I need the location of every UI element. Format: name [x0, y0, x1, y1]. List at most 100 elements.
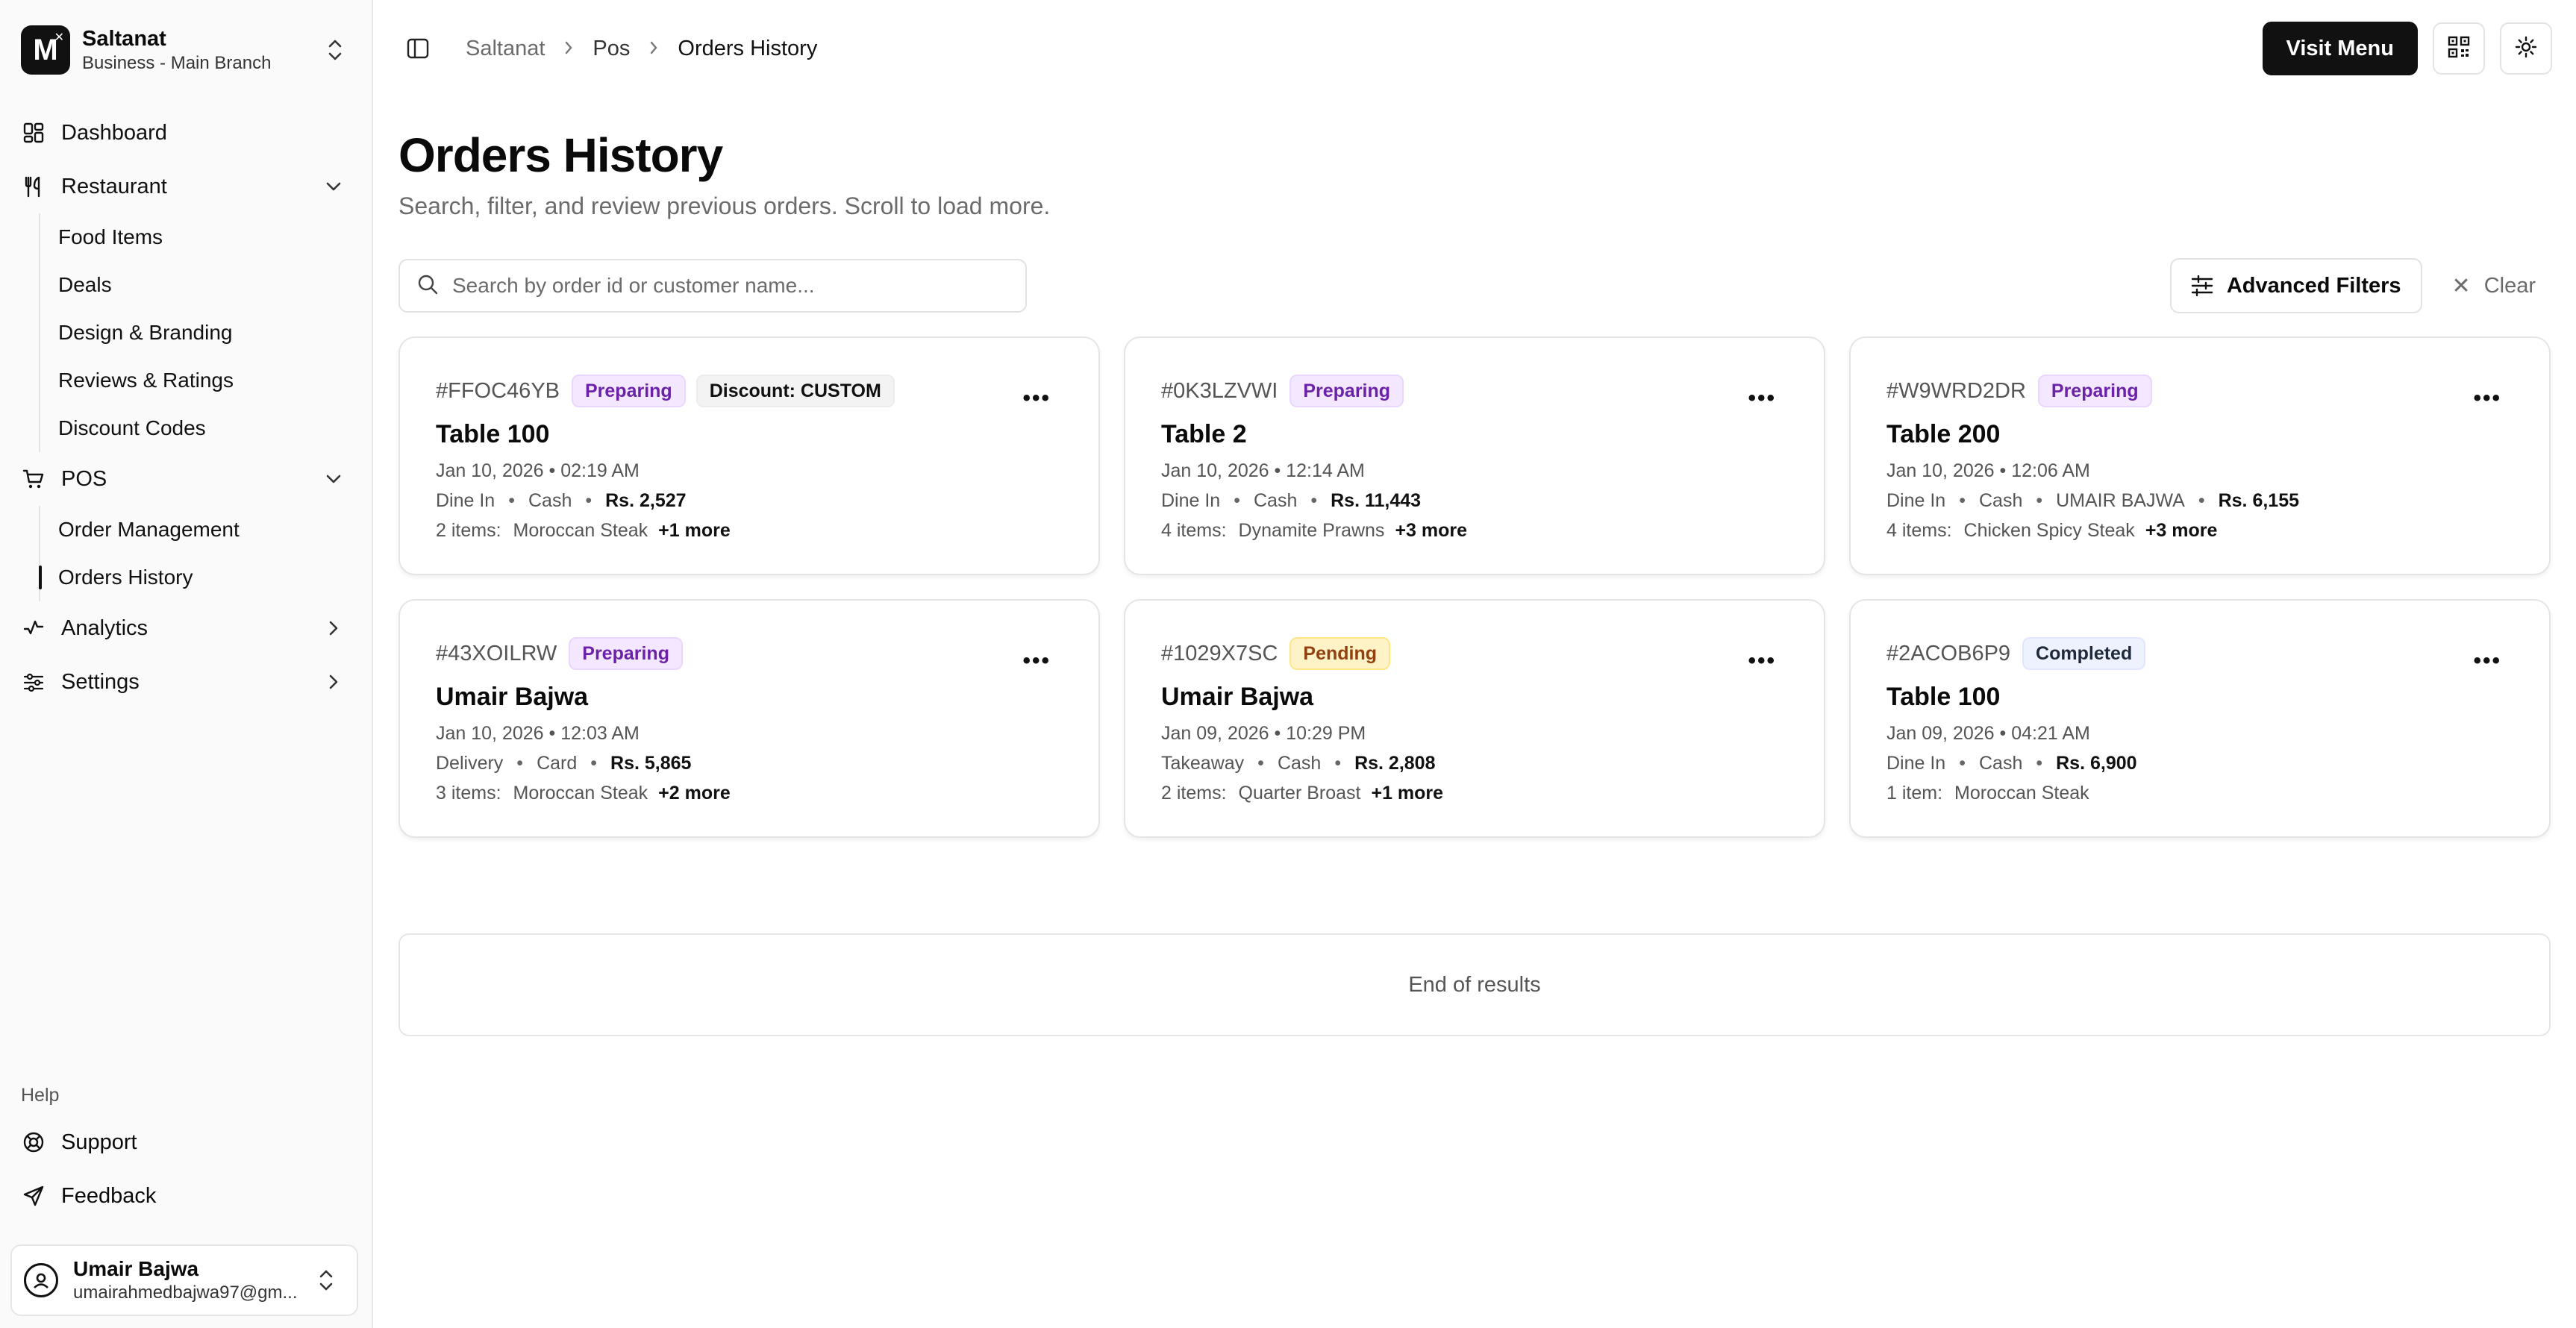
items-count: 4 items:	[1161, 520, 1227, 541]
order-type: Dine In	[1886, 490, 1946, 511]
lifebuoy-icon	[21, 1130, 46, 1155]
user-name: Umair Bajwa	[73, 1257, 199, 1280]
more-options-icon[interactable]: •••	[2473, 648, 2501, 673]
filter-sliders-icon	[2191, 275, 2213, 296]
sidebar-item-restaurant[interactable]: Restaurant	[18, 160, 354, 213]
status-badge: Preparing	[1289, 375, 1404, 407]
chevron-right-icon	[564, 37, 573, 60]
sidebar-item-support[interactable]: Support	[21, 1130, 137, 1155]
order-date: Jan 10, 2026 • 12:14 AM	[1161, 460, 1365, 481]
sidebar-item-analytics[interactable]: Analytics	[18, 601, 354, 655]
end-of-results: End of results	[398, 933, 2551, 1036]
clear-label: Clear	[2483, 273, 2536, 298]
cart-icon	[21, 466, 46, 492]
order-date: Jan 10, 2026 • 12:03 AM	[436, 723, 640, 744]
chevrons-up-down-icon	[324, 37, 346, 63]
pos-submenu: Order Management Orders History	[39, 506, 354, 601]
sidebar-item-orders-history[interactable]: Orders History	[39, 554, 354, 601]
chevron-right-icon	[649, 37, 658, 60]
advanced-filters-label: Advanced Filters	[2226, 273, 2401, 298]
order-amount: Rs. 2,527	[605, 490, 687, 511]
sidebar-item-discount-codes[interactable]: Discount Codes	[58, 416, 206, 439]
sidebar-item-label: Analytics	[61, 616, 149, 640]
more-options-icon[interactable]: •••	[1748, 386, 1776, 410]
topbar: Saltanat Pos Orders History Visit Menu	[373, 0, 2576, 97]
order-amount: Rs. 6,155	[2218, 490, 2300, 511]
items-count: 2 items:	[436, 520, 501, 541]
order-type: Takeaway	[1161, 753, 1245, 774]
sidebar-item-reviews-ratings[interactable]: Reviews & Ratings	[58, 369, 234, 392]
more-options-icon[interactable]: •••	[2473, 386, 2501, 410]
order-amount: Rs. 5,865	[610, 753, 692, 774]
sidebar-toggle-icon[interactable]	[400, 31, 436, 66]
order-title: Table 200	[1886, 420, 2001, 448]
status-badge: Preparing	[569, 637, 683, 670]
more-options-icon[interactable]: •••	[1022, 386, 1051, 410]
dashboard-icon	[21, 120, 46, 145]
user-email: umairahmedbajwa97@gm...	[73, 1282, 298, 1303]
order-amount: Rs. 11,443	[1331, 490, 1422, 511]
order-id: #W9WRD2DR	[1886, 378, 2026, 403]
sun-icon	[2515, 36, 2537, 62]
brand-switcher[interactable]: M ✕ Saltanat Business - Main Branch	[18, 22, 354, 78]
breadcrumb-pos[interactable]: Pos	[593, 36, 631, 60]
order-payment: Cash	[528, 490, 572, 511]
sidebar: M ✕ Saltanat Business - Main Branch Dashb…	[0, 0, 373, 1328]
restaurant-submenu: Food Items Deals Design & Branding Revie…	[39, 213, 354, 452]
order-items: 2 items: Moroccan Steak +1 more	[436, 519, 1063, 542]
sidebar-item-label: Settings	[61, 669, 140, 694]
order-id: #1029X7SC	[1161, 641, 1278, 665]
chevron-down-icon	[322, 468, 345, 490]
more-options-icon[interactable]: •••	[1022, 648, 1051, 673]
chevrons-up-down-icon	[315, 1268, 337, 1293]
sidebar-item-dashboard[interactable]: Dashboard	[18, 106, 354, 160]
first-item: Moroccan Steak	[513, 520, 648, 541]
sidebar-item-feedback[interactable]: Feedback	[21, 1183, 156, 1209]
first-item: Chicken Spicy Steak	[1963, 520, 2135, 541]
user-menu[interactable]: Umair Bajwa umairahmedbajwa97@gm...	[10, 1244, 358, 1316]
sidebar-item-design-branding[interactable]: Design & Branding	[58, 321, 233, 344]
sidebar-item-label: Restaurant	[61, 174, 167, 198]
order-meta: Dine In • Cash • Rs. 6,900	[1886, 753, 2137, 774]
chevron-right-icon	[322, 671, 345, 693]
order-items: 4 items: Dynamite Prawns +3 more	[1161, 519, 1788, 542]
order-title: Umair Bajwa	[1161, 683, 1314, 711]
breadcrumb-saltanat[interactable]: Saltanat	[466, 36, 545, 60]
order-type: Dine In	[436, 490, 495, 511]
send-icon	[21, 1183, 46, 1209]
order-id: #FFOC46YB	[436, 378, 560, 403]
order-meta: Takeaway • Cash • Rs. 2,808	[1161, 753, 1436, 774]
qr-code-button[interactable]	[2433, 22, 2485, 75]
order-card[interactable]: #FFOC46YB Preparing Discount: CUSTOM •••…	[398, 336, 1100, 575]
order-payment: Cash	[1253, 490, 1298, 511]
sliders-icon	[21, 669, 46, 695]
brand-branch: Business - Main Branch	[82, 53, 272, 73]
order-type: Dine In	[1886, 753, 1946, 774]
more-options-icon[interactable]: •••	[1748, 648, 1776, 673]
page-content: Orders History Search, filter, and revie…	[373, 97, 2576, 1036]
order-items: 2 items: Quarter Broast +1 more	[1161, 781, 1788, 805]
status-badge: Preparing	[2037, 375, 2152, 407]
sidebar-item-pos[interactable]: POS	[18, 452, 354, 506]
advanced-filters-button[interactable]: Advanced Filters	[2169, 258, 2422, 313]
order-items: 3 items: Moroccan Steak +2 more	[436, 781, 1063, 805]
order-card[interactable]: #43XOILRW Preparing ••• Umair Bajwa Jan …	[398, 599, 1100, 838]
sidebar-item-settings[interactable]: Settings	[18, 655, 354, 709]
more-items: +3 more	[2145, 520, 2218, 541]
sidebar-item-food-items[interactable]: Food Items	[58, 225, 163, 248]
sidebar-item-order-management[interactable]: Order Management	[58, 518, 240, 541]
page-title: Orders History	[398, 128, 723, 182]
order-card[interactable]: #2ACOB6P9 Completed ••• Table 100 Jan 09…	[1849, 599, 2551, 838]
order-card[interactable]: #W9WRD2DR Preparing ••• Table 200 Jan 10…	[1849, 336, 2551, 575]
order-card[interactable]: #0K3LZVWI Preparing ••• Table 2 Jan 10, …	[1124, 336, 1825, 575]
status-badge: Pending	[1289, 637, 1391, 670]
visit-menu-button[interactable]: Visit Menu	[2262, 22, 2418, 75]
search-input[interactable]	[452, 274, 1009, 298]
clear-filters-button[interactable]: ✕ Clear	[2452, 273, 2536, 299]
theme-toggle-button[interactable]	[2500, 22, 2552, 75]
sidebar-item-deals[interactable]: Deals	[58, 273, 112, 296]
order-id: #43XOILRW	[436, 641, 557, 665]
order-date: Jan 09, 2026 • 04:21 AM	[1886, 723, 2090, 744]
order-card[interactable]: #1029X7SC Pending ••• Umair Bajwa Jan 09…	[1124, 599, 1825, 838]
